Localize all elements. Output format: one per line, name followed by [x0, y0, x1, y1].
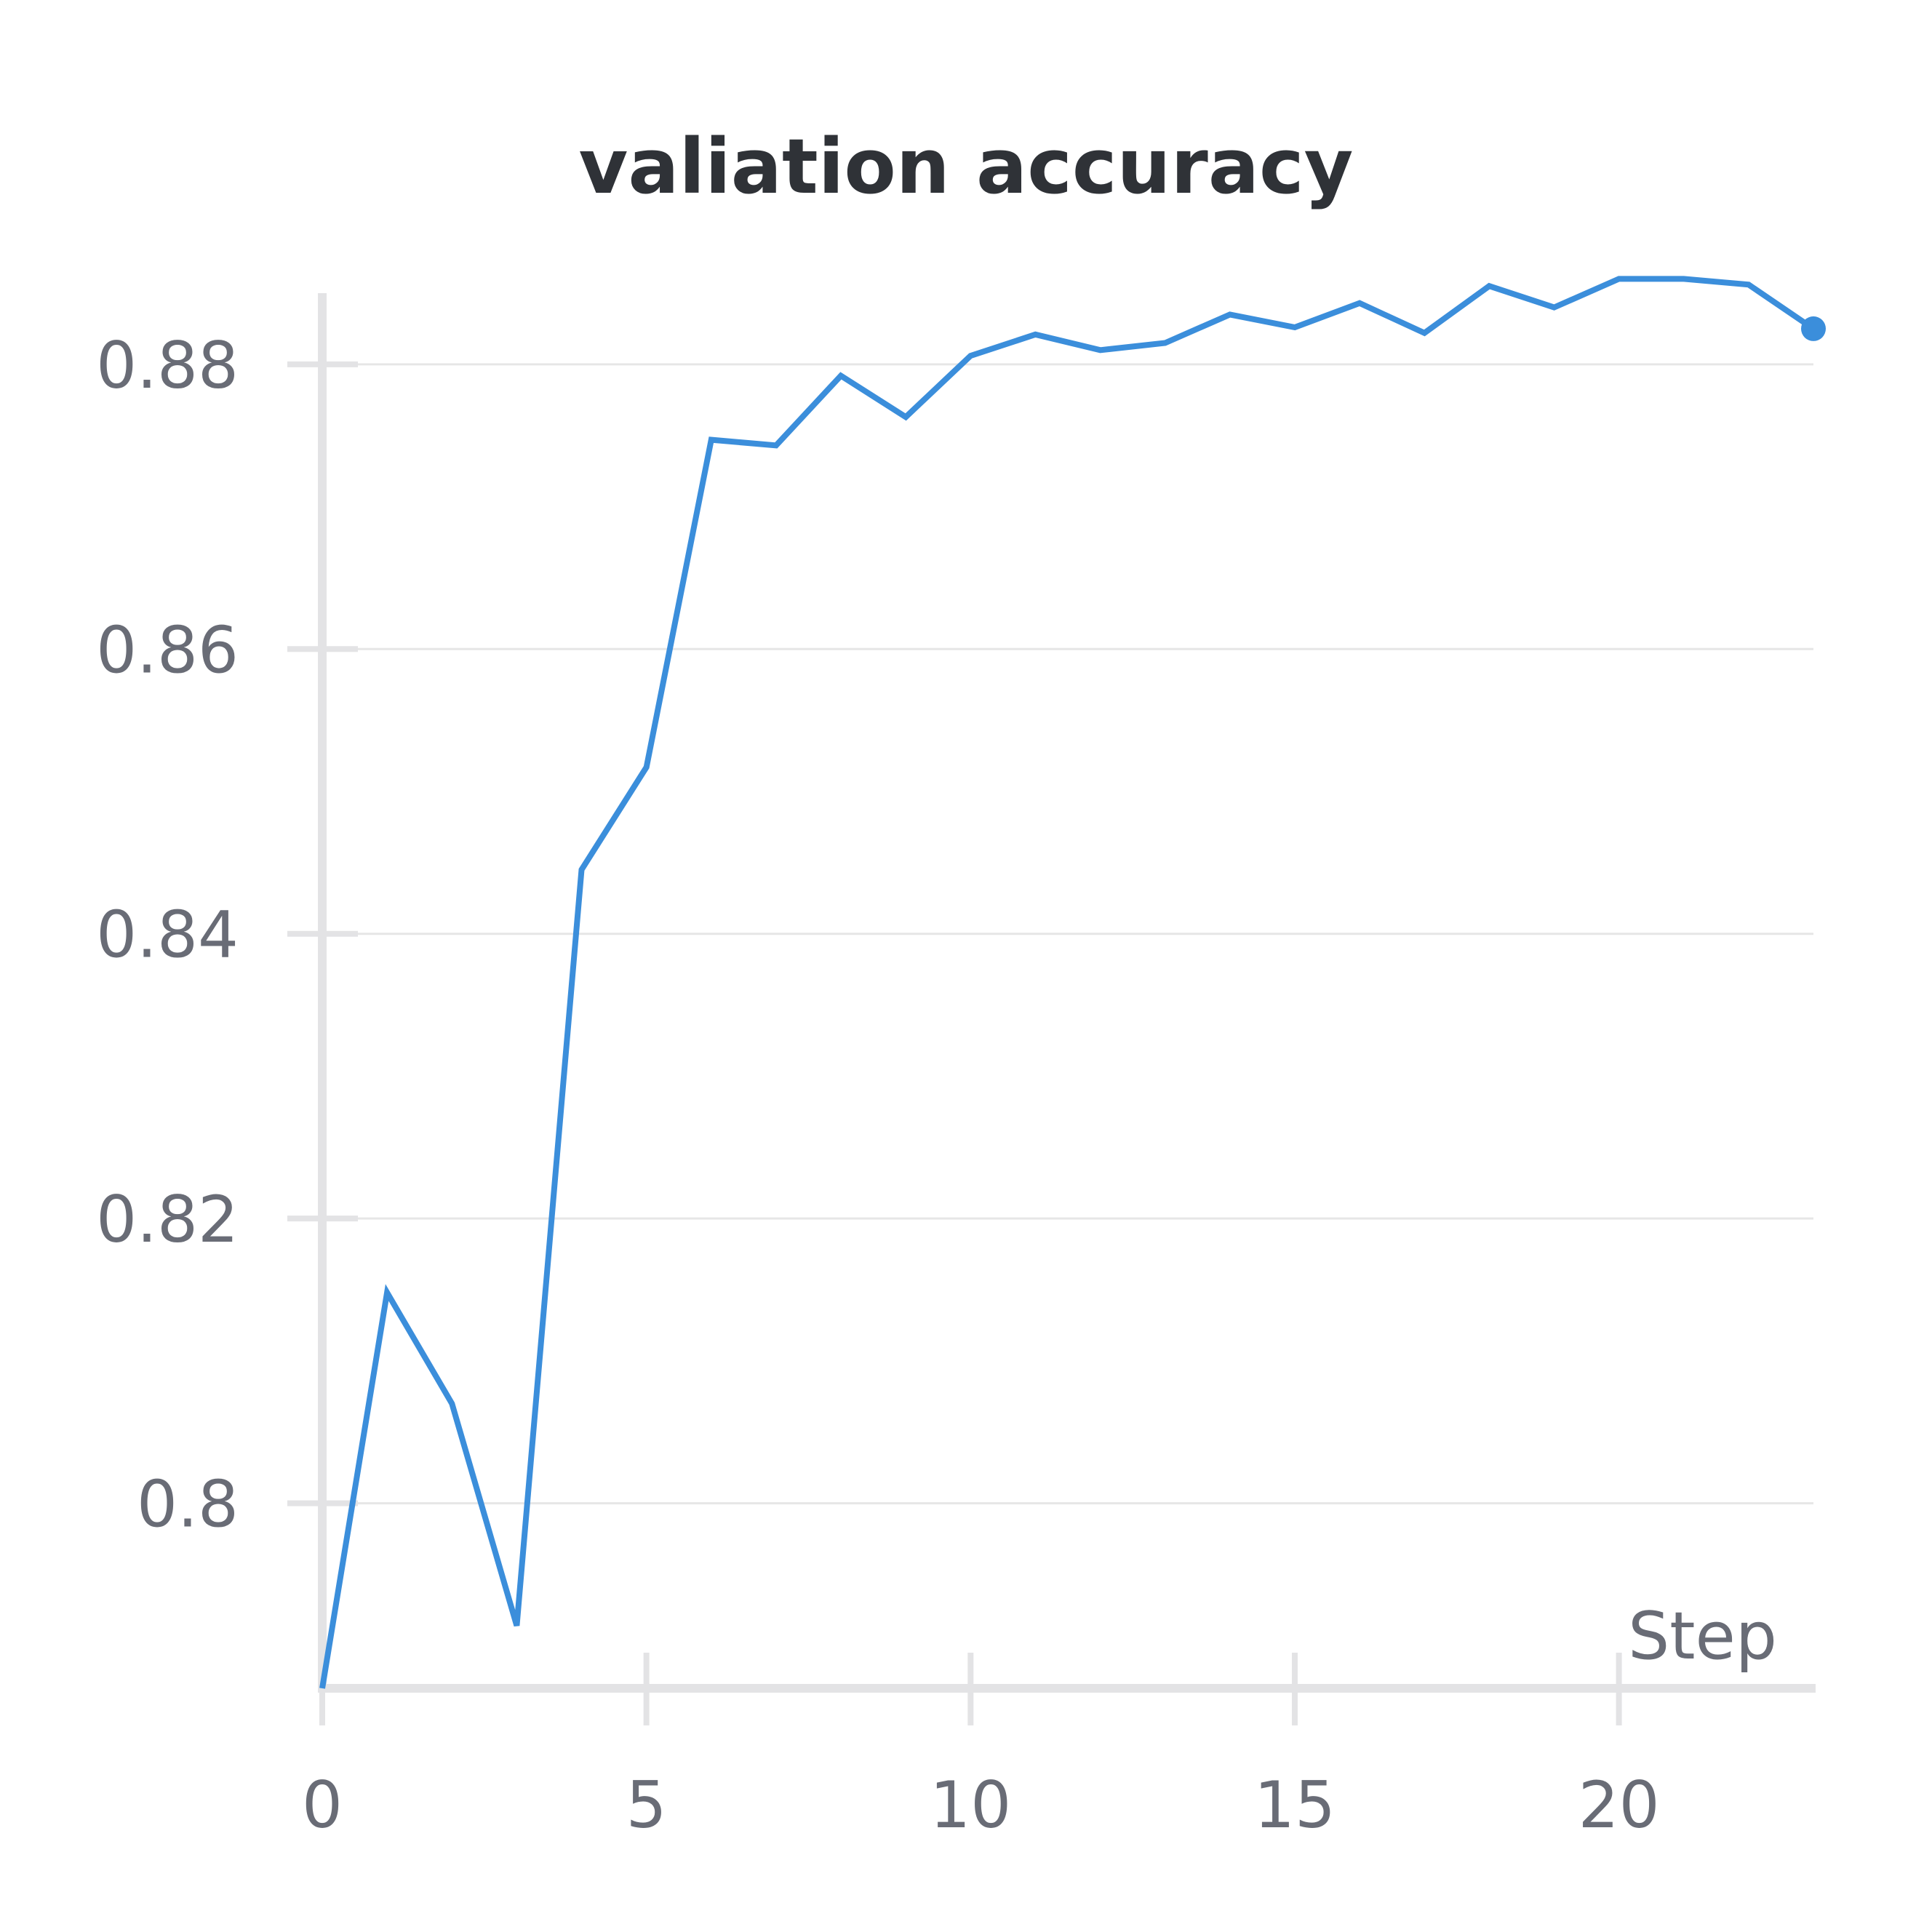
series-end-point	[1801, 316, 1826, 341]
series-group	[319, 276, 1826, 1689]
x-tick-label: 5	[626, 1768, 667, 1843]
chart-title: valiation accuracy	[579, 122, 1354, 211]
x-axis-ticks: 0 5 10 15 20	[302, 1653, 1660, 1843]
y-tick-label: 0.8	[137, 1467, 239, 1542]
y-axis-ticks: 0.8 0.82 0.84 0.86 0.88	[96, 328, 358, 1542]
x-axis-label: Step	[1628, 1598, 1777, 1674]
grid-lines	[322, 363, 1813, 1505]
series-line	[319, 276, 1816, 1689]
x-tick-label: 20	[1578, 1768, 1660, 1843]
x-tick-label: 10	[930, 1768, 1011, 1843]
x-tick-label: 0	[302, 1768, 343, 1843]
x-tick-label: 15	[1254, 1768, 1336, 1843]
y-tick-label: 0.84	[96, 898, 239, 973]
y-tick-label: 0.88	[96, 328, 239, 403]
y-tick-label: 0.82	[96, 1182, 239, 1257]
y-tick-label: 0.86	[96, 612, 239, 687]
